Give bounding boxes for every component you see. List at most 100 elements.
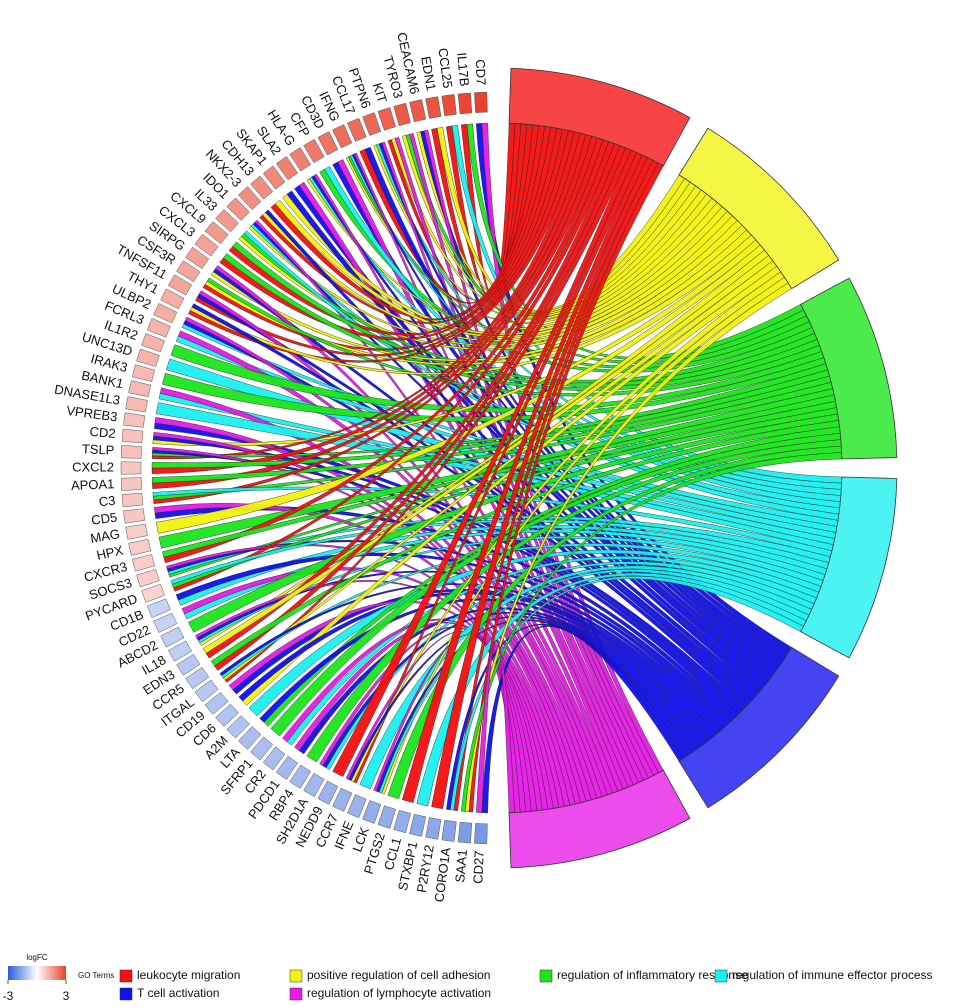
gene-box <box>238 726 262 750</box>
gene-label: C3 <box>98 493 116 509</box>
gene-box <box>176 260 201 283</box>
legend-label: leukocyte migration <box>137 968 240 982</box>
gene-box <box>317 780 339 805</box>
gene-label: CCL25 <box>435 47 455 89</box>
gene-box <box>136 569 160 588</box>
gene-box <box>393 809 411 834</box>
gene-label: SAA1 <box>452 849 470 883</box>
gene-label: CD2 <box>89 424 116 441</box>
gene-box <box>141 333 165 353</box>
term-arc <box>678 646 840 809</box>
legend-swatch <box>289 969 303 983</box>
gene-box <box>474 823 488 845</box>
gene-box <box>425 96 442 119</box>
gene-box <box>317 131 339 156</box>
legend-title: GO Terms <box>78 971 114 980</box>
gene-box <box>120 445 142 459</box>
gene-box <box>160 626 185 648</box>
gene-box <box>409 813 427 837</box>
term-arc <box>800 277 898 460</box>
gene-box <box>275 156 299 181</box>
gene-box <box>125 523 148 540</box>
gene-box <box>393 102 411 127</box>
gene-label: MAG <box>89 526 121 546</box>
gene-label: CXCL2 <box>72 459 114 474</box>
term-arc <box>508 67 691 167</box>
gene-box <box>441 819 457 842</box>
gene-label: KIT <box>370 81 390 105</box>
gene-box <box>332 124 353 149</box>
legend: logFC GO Terms -3 3 leukocyte migration pos… <box>3 953 933 1003</box>
gene-box <box>125 396 148 413</box>
legend-swatch <box>539 969 553 983</box>
gene-box <box>194 233 219 257</box>
gene-box <box>176 653 201 676</box>
gene-box <box>146 318 171 338</box>
gene-box <box>141 583 165 603</box>
gene-box <box>128 380 152 398</box>
gene-label: CORO1A <box>431 846 453 903</box>
legend-label: positive regulation of cell adhesion <box>307 968 490 982</box>
legend-swatch <box>119 987 133 1001</box>
gene-box <box>153 612 178 633</box>
legend-swatch <box>289 987 303 1001</box>
gene-label: CD5 <box>90 510 118 528</box>
gene-box <box>121 492 144 508</box>
gene-box <box>120 477 142 491</box>
gene-box <box>262 746 286 771</box>
gene-box <box>457 821 473 844</box>
gene-box <box>441 94 457 117</box>
gene-label: EDN1 <box>418 55 439 92</box>
gene-box <box>204 691 229 715</box>
chord <box>152 435 743 715</box>
gene-box <box>474 91 488 113</box>
gene-box <box>347 117 367 142</box>
term-arc <box>800 476 898 659</box>
gene-box <box>215 209 239 233</box>
color-scale-tick-label: 3 <box>63 989 70 1003</box>
gene-box <box>204 221 229 245</box>
gene-box <box>131 364 156 382</box>
gene-box <box>409 99 427 123</box>
ribbons <box>151 122 843 814</box>
gene-box <box>185 666 210 690</box>
gene-label: CD7 <box>473 59 489 86</box>
gene-label: IL17B <box>454 52 472 87</box>
gene-box <box>238 186 262 210</box>
gene-box <box>153 303 178 324</box>
legend-label: regulation of lymphocyte activation <box>307 986 491 1000</box>
gene-label: HPX <box>95 542 125 563</box>
gene-box <box>362 112 382 136</box>
gene-box <box>362 800 382 824</box>
gene-box <box>194 679 219 703</box>
gene-box <box>457 92 473 115</box>
rings: CD7IL17BCCL25EDN1CEACAM6TYRO3KITPTPN6CCL… <box>53 31 898 903</box>
gene-box <box>425 817 442 840</box>
gene-box <box>226 197 250 221</box>
gene-box <box>160 288 185 310</box>
gene-box <box>215 703 239 727</box>
term-arc <box>508 769 691 869</box>
gene-box <box>303 772 325 798</box>
gene-label: TSLP <box>82 441 115 457</box>
gene-box <box>167 274 193 296</box>
gene-box <box>250 736 274 761</box>
legend-label: regulation of inflammatory response <box>557 968 748 982</box>
gene-box <box>128 538 152 556</box>
gene-box <box>347 794 367 819</box>
legend-label: regulation of immune effector process <box>732 968 933 982</box>
color-scale-bar <box>8 966 66 980</box>
term-arc <box>678 127 840 290</box>
gene-box <box>131 554 156 572</box>
gene-box <box>377 805 396 829</box>
gene-box <box>120 461 142 475</box>
gene-label: APOA1 <box>71 476 115 493</box>
color-scale-tick-label: -3 <box>3 989 14 1003</box>
gene-box <box>121 428 144 444</box>
legend-swatch <box>119 969 133 983</box>
gene-box <box>123 508 146 524</box>
gene-box <box>123 412 146 428</box>
gene-box <box>136 348 160 367</box>
gene-box <box>303 138 325 164</box>
